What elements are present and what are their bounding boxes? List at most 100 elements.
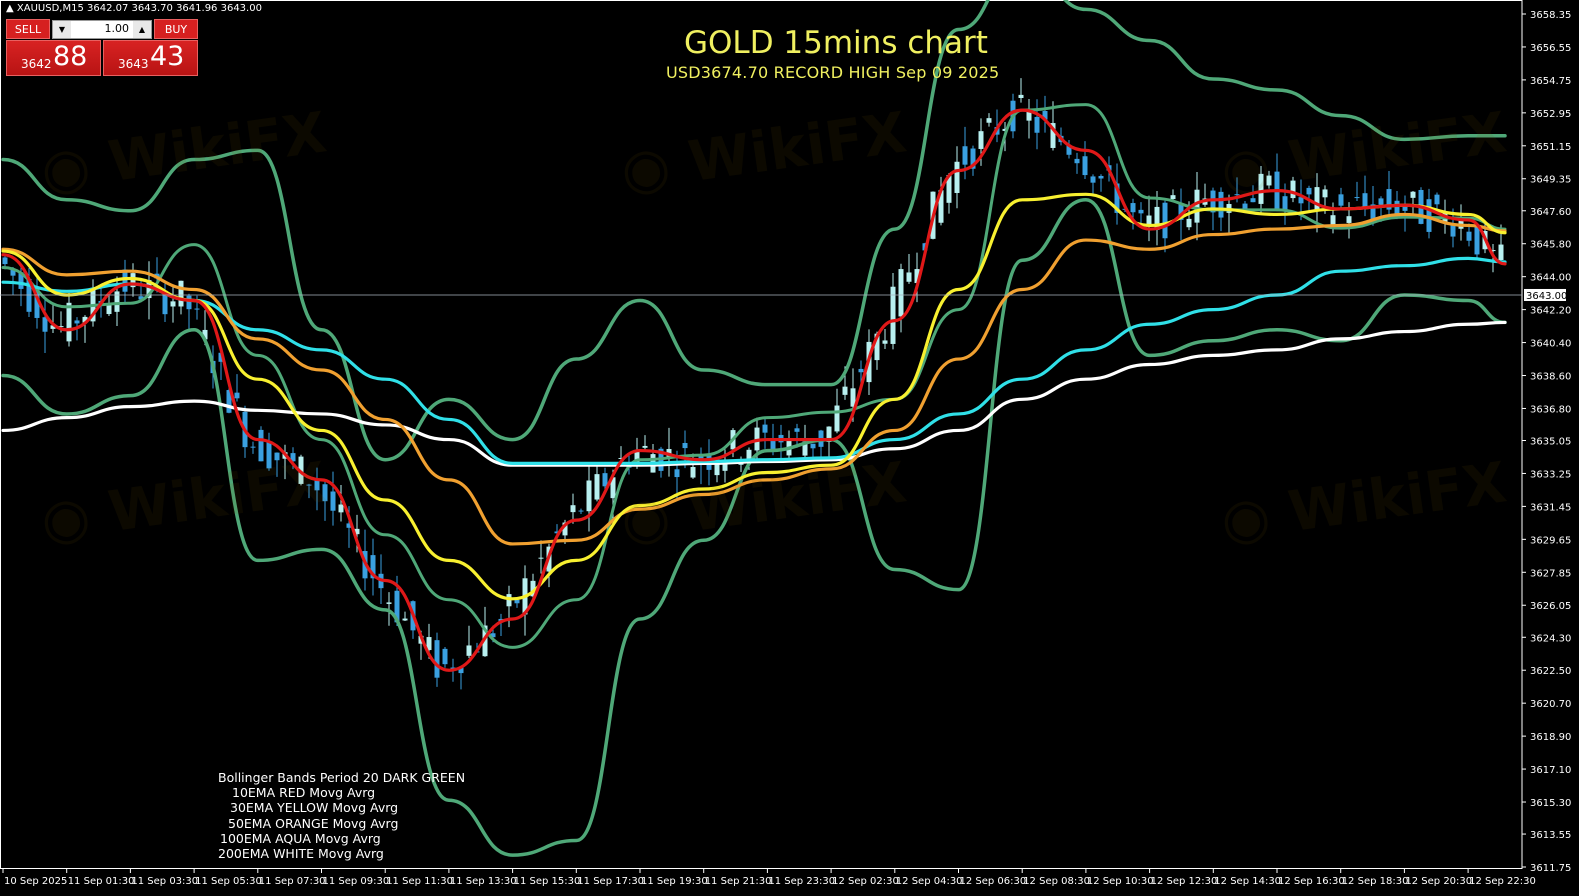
candle-body — [746, 449, 752, 461]
series-line-200ema-white — [1, 320, 1507, 467]
candle-body — [2, 257, 8, 265]
series-line-bollinger-bands-upper — [1, 0, 1507, 462]
candle-body — [826, 426, 832, 442]
candle-body — [1162, 202, 1168, 239]
candle-body — [962, 146, 968, 165]
candle-body — [114, 291, 120, 312]
sell-price-button[interactable]: 3642 88 — [6, 40, 101, 76]
lot-size-stepper[interactable]: ▼ 1.00 ▲ — [52, 20, 152, 39]
candle-body — [330, 491, 336, 511]
candle-body — [1346, 216, 1352, 223]
candle-body — [1266, 175, 1272, 186]
indicator-legend: Bollinger Bands Period 20 DARK GREEN 10E… — [218, 770, 465, 861]
sell-button[interactable]: SELL — [6, 19, 50, 39]
candle-body — [1306, 187, 1312, 195]
legend-item: 50EMA ORANGE Movg Avrg — [228, 815, 399, 831]
x-tick-label: 11 Sep 07:30 — [259, 876, 326, 887]
buy-button[interactable]: BUY — [154, 19, 198, 39]
candle-body — [1498, 244, 1504, 260]
candle-body — [898, 269, 904, 317]
candle-body — [1114, 183, 1120, 213]
candle-body — [690, 466, 696, 478]
y-tick-label: 3640.40 — [1530, 339, 1571, 350]
y-tick-label: 3626.05 — [1530, 601, 1571, 612]
candle-body — [1178, 203, 1184, 220]
candle-body — [1218, 191, 1224, 218]
candle-body — [426, 637, 432, 651]
candle-body — [178, 280, 184, 307]
candle-body — [842, 386, 848, 395]
candle-body — [226, 390, 232, 413]
buy-price-button[interactable]: 3643 43 — [103, 40, 198, 76]
x-tick-label: 12 Sep 02:30 — [832, 876, 899, 887]
candle-body — [370, 555, 376, 579]
x-tick-label: 12 Sep 08:30 — [1023, 876, 1090, 887]
x-tick-label: 12 Sep 10:30 — [1087, 876, 1154, 887]
candle-body — [1074, 158, 1080, 164]
candle-body — [266, 441, 272, 469]
lot-size-input[interactable]: 1.00 — [104, 22, 130, 35]
candle-body — [1410, 191, 1416, 198]
candle-body — [682, 443, 688, 449]
x-tick-label: 11 Sep 01:30 — [68, 876, 135, 887]
candle-body — [634, 450, 640, 465]
candle-body — [946, 175, 952, 203]
candle-body — [1282, 196, 1288, 211]
candle-body — [1154, 206, 1160, 230]
candle-body — [458, 667, 464, 674]
candle-body — [938, 190, 944, 223]
x-tick-label: 11 Sep 17:30 — [577, 876, 644, 887]
buy-price-prefix: 3643 — [118, 57, 149, 71]
y-tick-label: 3658.35 — [1530, 10, 1571, 21]
candle-body — [82, 316, 88, 323]
candle-body — [202, 329, 208, 340]
candle-body — [874, 333, 880, 361]
candle-body — [274, 452, 280, 461]
x-tick-label: 11 Sep 23:30 — [768, 876, 835, 887]
candle-body — [794, 428, 800, 432]
candle-body — [882, 340, 888, 344]
candle-body — [354, 528, 360, 535]
candle-body — [1146, 215, 1152, 226]
candle-body — [66, 302, 72, 342]
candle-body — [122, 269, 128, 292]
candle-body — [1354, 197, 1360, 199]
y-tick-label: 3649.35 — [1530, 175, 1571, 186]
candle-body — [1394, 200, 1400, 216]
candle-body — [1370, 204, 1376, 220]
x-tick-label: 11 Sep 13:30 — [450, 876, 517, 887]
y-tick-label: 3638.60 — [1530, 372, 1571, 383]
sell-price-pips: 88 — [53, 41, 88, 72]
candle-body — [722, 460, 728, 471]
candle-body — [1082, 156, 1088, 176]
series-line-30ema-yellow — [1, 192, 1507, 601]
chart-title: GOLD 15mins chart — [684, 25, 988, 61]
x-tick-label: 12 Sep 14:30 — [1214, 876, 1281, 887]
decrease-lot-icon[interactable]: ▼ — [53, 21, 71, 38]
candle-body — [770, 440, 776, 450]
series-line-100ema-aqua — [1, 256, 1507, 465]
candle-body — [850, 388, 856, 407]
candle-body — [10, 268, 16, 276]
y-tick-label: 3654.75 — [1530, 76, 1571, 87]
x-tick-label: 12 Sep 22:30 — [1469, 876, 1536, 887]
increase-lot-icon[interactable]: ▲ — [133, 21, 151, 38]
y-tick-label: 3613.55 — [1530, 830, 1571, 841]
current-price-label-bg — [1524, 288, 1566, 301]
candle-body — [434, 640, 440, 678]
candle-body — [394, 590, 400, 623]
candle-body — [1050, 123, 1056, 148]
candle-body — [1026, 111, 1032, 121]
candle-body — [1042, 111, 1048, 120]
x-tick-label: 11 Sep 19:30 — [641, 876, 708, 887]
x-tick-label: 12 Sep 16:30 — [1278, 876, 1345, 887]
collapse-triangle-icon[interactable]: ▲ — [6, 3, 14, 14]
sell-price-prefix: 3642 — [21, 57, 52, 71]
y-tick-label: 3644.00 — [1530, 273, 1571, 284]
symbol-name: XAUUSD,M15 — [16, 3, 84, 14]
candle-body — [194, 308, 200, 310]
candle-body — [554, 531, 560, 534]
candle-body — [1258, 173, 1264, 204]
candle-body — [258, 429, 264, 462]
